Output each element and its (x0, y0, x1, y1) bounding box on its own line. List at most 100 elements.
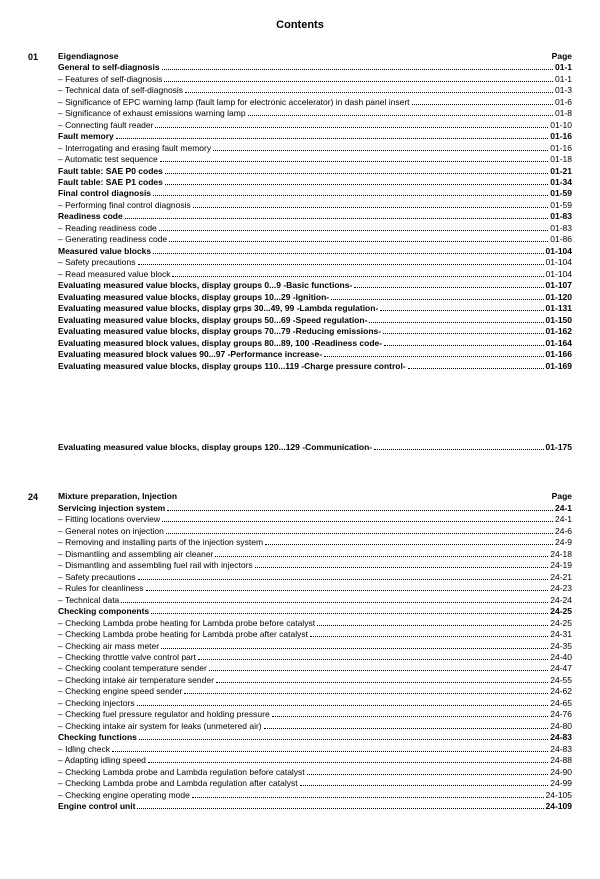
toc-page: 24-21 (550, 572, 572, 583)
toc-row: Significance of exhaust emissions warnin… (58, 108, 572, 119)
toc-row: Automatic test sequence 01-18 (58, 154, 572, 165)
toc-page: 01-1 (555, 74, 572, 85)
toc-leader-dots (185, 92, 553, 93)
toc-leader-dots (209, 670, 548, 671)
toc-row: Significance of EPC warning lamp (fault … (58, 97, 572, 108)
toc-page: 24-18 (550, 549, 572, 560)
toc-page: 24-76 (550, 709, 572, 720)
toc-row: Safety precautions01-104 (58, 257, 572, 268)
toc-page: 24-9 (555, 537, 572, 548)
chapter-number: 01 (28, 51, 58, 454)
toc-row: Features of self-diagnosis01-1 (58, 74, 572, 85)
toc-row: Fitting locations overview24-1 (58, 514, 572, 525)
toc-row: Idling check24-83 (58, 744, 572, 755)
toc-leader-dots (137, 705, 549, 706)
section-heading-row: EigendiagnosePage (58, 51, 572, 62)
toc-leader-dots (213, 150, 548, 151)
toc-row: Fault memory01-16 (58, 131, 572, 142)
toc-leader-dots (310, 636, 548, 637)
toc-row: Evaluating measured value blocks, displa… (58, 442, 572, 453)
toc-row: Checking Lambda probe heating for Lambda… (58, 629, 572, 640)
toc-label: Evaluating measured value blocks, displa… (58, 292, 329, 303)
toc-leader-dots (317, 625, 548, 626)
toc-row: Checking injectors24-65 (58, 698, 572, 709)
toc-row: Performing final control diagnosis01-59 (58, 200, 572, 211)
toc-page: 01-162 (546, 326, 572, 337)
toc-leader-dots (167, 510, 553, 511)
toc-leader-dots (324, 356, 543, 357)
toc-leader-dots (169, 241, 548, 242)
toc-label: Performing final control diagnosis (58, 200, 191, 211)
toc-leader-dots (216, 682, 548, 683)
toc-leader-dots (307, 774, 549, 775)
toc-row: Checking throttle valve control part24-4… (58, 652, 572, 663)
toc-row: Reading readiness code01-83 (58, 223, 572, 234)
toc-label: Checking functions (58, 732, 137, 743)
toc-label: Checking Lambda probe heating for Lambda… (58, 629, 308, 640)
toc-page: 01-16 (550, 143, 572, 154)
toc-page: 24-65 (550, 698, 572, 709)
toc-label: Checking throttle valve control part (58, 652, 196, 663)
toc-page: 24-88 (550, 755, 572, 766)
toc-leader-dots (412, 104, 553, 105)
toc-label: Fault table: SAE P0 codes (58, 166, 163, 177)
toc-page: 24-19 (550, 560, 572, 571)
toc-row: Connecting fault reader 01-10 (58, 120, 572, 131)
toc-label: Connecting fault reader (58, 120, 153, 131)
toc-page: 24-105 (546, 790, 572, 801)
section-heading-row: Mixture preparation, InjectionPage (58, 491, 572, 502)
toc-leader-dots (148, 762, 548, 763)
toc-leader-dots (198, 659, 548, 660)
toc-leader-dots (166, 533, 553, 534)
toc-page: 01-86 (550, 234, 572, 245)
toc-label: Evaluating measured value blocks, displa… (58, 326, 381, 337)
toc-label: Automatic test sequence (58, 154, 158, 165)
toc-row: General notes on injection 24-6 (58, 526, 572, 537)
toc-row: Evaluating measured value blocks, displa… (58, 315, 572, 326)
toc-row: Technical data24-24 (58, 595, 572, 606)
toc-page: 01-169 (546, 361, 572, 372)
toc-row: Evaluating measured block values, displa… (58, 338, 572, 349)
toc-leader-dots (162, 521, 553, 522)
toc-page: 24-25 (550, 606, 572, 617)
toc-label: General notes on injection (58, 526, 164, 537)
toc-page: 01-18 (550, 154, 572, 165)
toc-leader-dots (161, 648, 548, 649)
page-column-label: Page (552, 491, 572, 502)
toc-page: 01-83 (550, 211, 572, 222)
toc-page: 01-107 (546, 280, 572, 291)
toc-page: 24-62 (550, 686, 572, 697)
toc-page: 24-1 (555, 514, 572, 525)
toc-leader-dots (264, 728, 549, 729)
toc-row: General to self-diagnosis01-1 (58, 62, 572, 73)
toc-leader-dots (384, 345, 543, 346)
toc-label: Significance of EPC warning lamp (fault … (58, 97, 410, 108)
toc-leader-dots (138, 264, 544, 265)
toc-page: 24-31 (550, 629, 572, 640)
toc-page: 01-10 (550, 120, 572, 131)
toc-page: 01-6 (555, 97, 572, 108)
toc-label: Checking Lambda probe and Lambda regulat… (58, 767, 305, 778)
toc-row: Measured value blocks01-104 (58, 246, 572, 257)
toc-page: 24-23 (550, 583, 572, 594)
toc-leader-dots (248, 115, 553, 116)
toc-leader-dots (192, 797, 544, 798)
toc-label: Safety precautions (58, 572, 136, 583)
toc-page: 24-6 (555, 526, 572, 537)
toc-page: 01-104 (546, 257, 572, 268)
toc-row: Generating readiness code01-86 (58, 234, 572, 245)
toc-label: Idling check (58, 744, 110, 755)
toc-row: Fault table: SAE P1 codes01-34 (58, 177, 572, 188)
toc-label: Removing and installing parts of the inj… (58, 537, 263, 548)
toc-row: Evaluating measured block values 90...97… (58, 349, 572, 360)
toc-label: Dismantling and assembling fuel rail wit… (58, 560, 253, 571)
toc-page: 01-21 (550, 166, 572, 177)
toc-label: Checking air mass meter (58, 641, 159, 652)
toc-leader-dots (255, 567, 549, 568)
toc-leader-dots (165, 184, 548, 185)
toc-row: Checking engine speed sender24-62 (58, 686, 572, 697)
toc-row: Servicing injection system24-1 (58, 503, 572, 514)
toc-label: Checking components (58, 606, 149, 617)
toc-page: 01-120 (546, 292, 572, 303)
toc-label: Significance of exhaust emissions warnin… (58, 108, 246, 119)
